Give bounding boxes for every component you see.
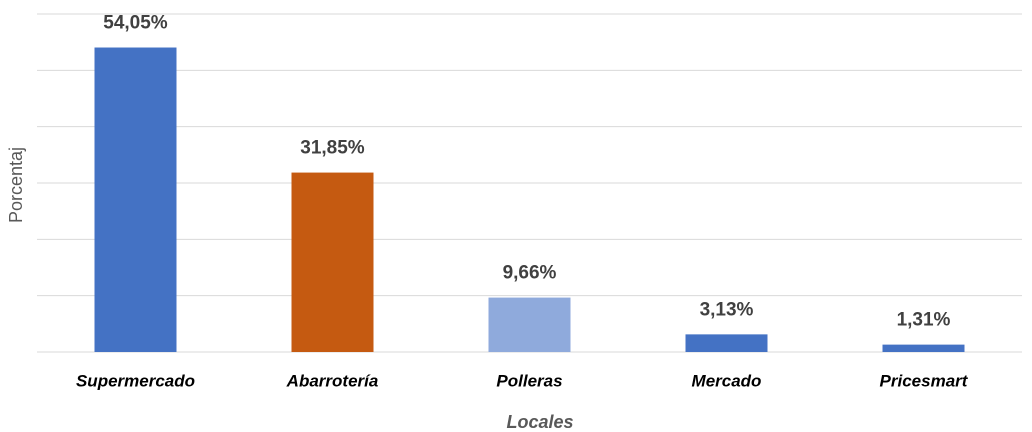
bar (94, 47, 177, 352)
value-label: 3,13% (700, 299, 754, 320)
value-label: 31,85% (300, 138, 365, 159)
value-label: 1,31% (897, 310, 951, 331)
x-tick-label: Pricesmart (880, 371, 969, 390)
x-tick-label: Supermercado (76, 371, 195, 390)
bar (291, 172, 374, 352)
bar (488, 297, 571, 352)
y-axis-title: Porcentaj (6, 147, 26, 223)
x-tick-label: Abarrotería (286, 371, 379, 390)
x-tick-label: Polleras (496, 371, 562, 390)
value-label: 54,05% (103, 13, 168, 34)
x-axis-title: Locales (506, 412, 573, 432)
bar (882, 344, 965, 352)
x-tick-label: Mercado (692, 371, 762, 390)
value-label: 9,66% (503, 263, 557, 284)
bar (685, 334, 768, 352)
